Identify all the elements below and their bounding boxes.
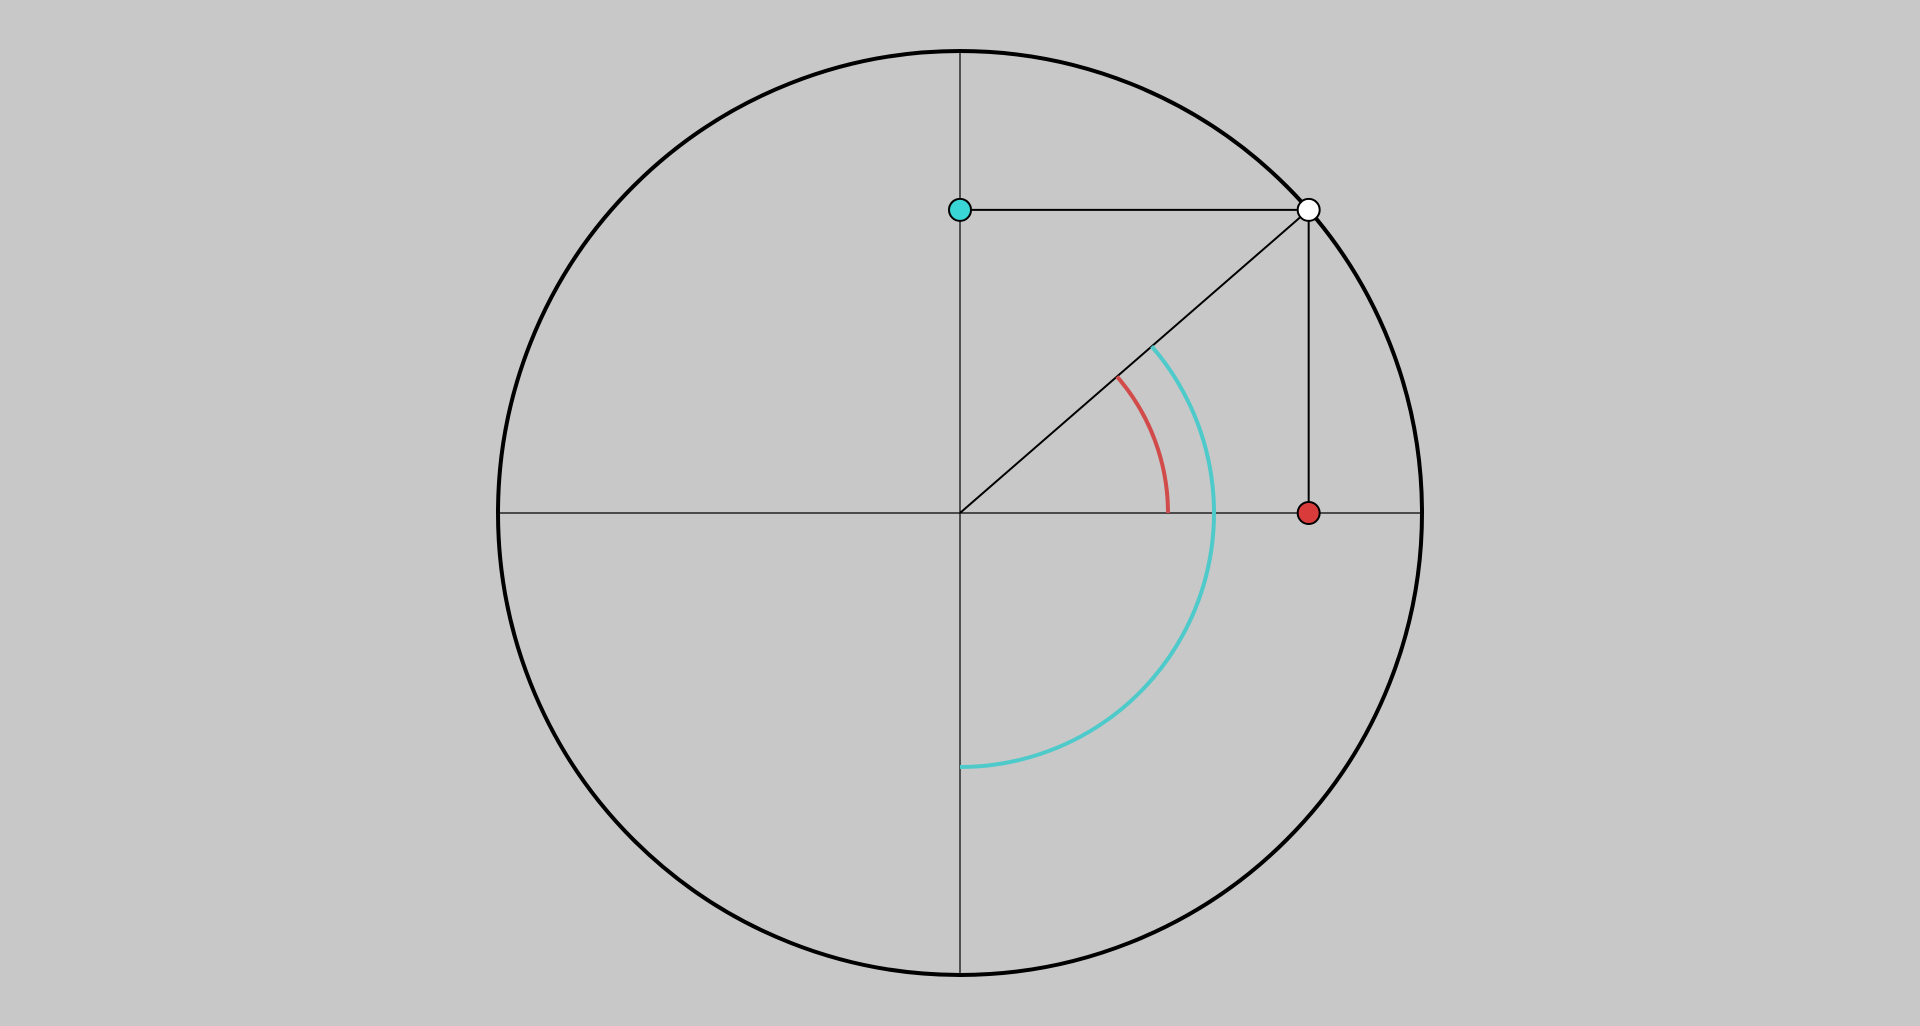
radius-line	[959, 209, 1310, 514]
complement-arc	[959, 345, 1216, 769]
sin-point-handle[interactable]	[948, 197, 972, 222]
angle-arc	[1115, 375, 1170, 514]
circle-point-handle[interactable]	[1296, 197, 1321, 222]
cos-point-handle[interactable]	[1296, 501, 1321, 525]
